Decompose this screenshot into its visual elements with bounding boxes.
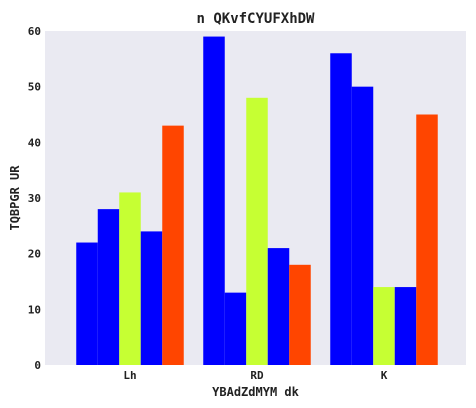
y-tick-label: 20	[28, 248, 41, 261]
y-tick-label: 30	[28, 192, 41, 205]
bar-RD-series-4	[267, 248, 290, 365]
y-tick-label: 50	[28, 81, 41, 94]
bar-Lh-series-1	[76, 242, 98, 365]
bar-K-series-5	[416, 114, 438, 365]
bar-series-group	[76, 36, 438, 366]
y-axis-ticks: 0 10 20 30 40 50 60	[28, 25, 41, 372]
x-axis-ticks: Lh RD K	[123, 369, 387, 382]
bar-RD-series-5	[289, 264, 311, 365]
x-tick-label: RD	[250, 369, 264, 382]
x-tick-label: Lh	[123, 369, 136, 382]
bar-K-series-1	[330, 53, 352, 366]
y-axis-label: TQBPGR UR	[8, 165, 22, 231]
bar-K-series-2	[351, 86, 374, 366]
bar-Lh-series-3	[119, 192, 141, 365]
y-tick-label: 10	[28, 303, 41, 316]
bar-Lh-series-4	[140, 231, 163, 365]
y-tick-label: 60	[28, 25, 41, 38]
chart-title: n QKvfCYUFXhDW	[196, 11, 315, 27]
bar-RD-series-1	[203, 36, 225, 366]
x-tick-label: K	[381, 369, 388, 382]
y-tick-label: 40	[28, 136, 41, 149]
y-tick-label: 0	[34, 359, 41, 372]
bar-RD-series-2	[224, 292, 247, 365]
bar-Lh-series-2	[97, 209, 120, 365]
x-axis-label: YBAdZdMYM dk	[212, 385, 299, 399]
bar-K-series-4	[394, 287, 417, 365]
bar-RD-series-3	[246, 97, 268, 366]
bar-K-series-3	[373, 287, 395, 365]
bar-Lh-series-5	[162, 125, 184, 365]
